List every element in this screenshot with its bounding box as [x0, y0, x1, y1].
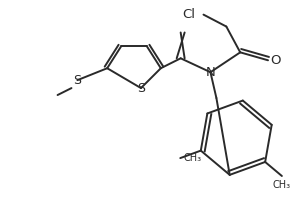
Text: O: O [271, 54, 281, 67]
Text: CH₃: CH₃ [273, 180, 291, 190]
Text: S: S [73, 74, 81, 87]
Text: N: N [206, 66, 215, 79]
Text: CH₃: CH₃ [183, 153, 201, 163]
Text: S: S [137, 82, 145, 95]
Text: Cl: Cl [182, 8, 196, 21]
